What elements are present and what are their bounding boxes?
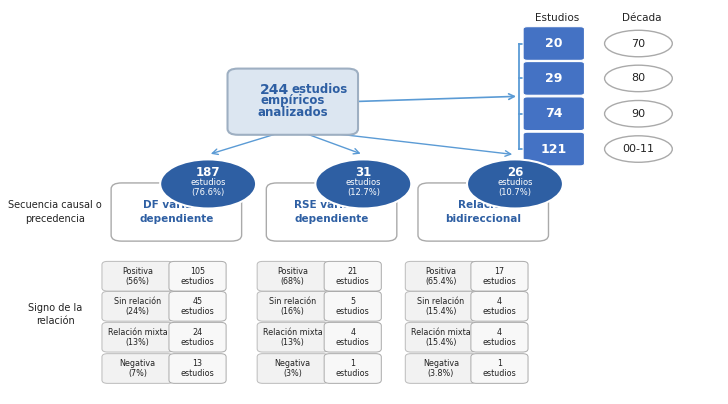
Text: Relación mixta
(13%): Relación mixta (13%)	[263, 328, 323, 347]
Text: 17
estudios: 17 estudios	[483, 267, 516, 286]
FancyBboxPatch shape	[471, 354, 528, 383]
FancyBboxPatch shape	[523, 132, 585, 166]
Text: 70: 70	[631, 38, 646, 48]
Text: 1
estudios: 1 estudios	[483, 359, 516, 378]
Text: 90: 90	[631, 109, 646, 119]
Ellipse shape	[604, 136, 672, 162]
Text: 244: 244	[260, 83, 289, 97]
Text: 1
estudios: 1 estudios	[336, 359, 370, 378]
FancyBboxPatch shape	[169, 261, 226, 291]
Text: 21
estudios: 21 estudios	[336, 267, 370, 286]
Text: 24
estudios: 24 estudios	[181, 328, 215, 347]
Text: Estudios: Estudios	[535, 13, 579, 23]
Text: estudios: estudios	[190, 178, 226, 187]
Text: 121: 121	[541, 143, 567, 156]
FancyBboxPatch shape	[257, 354, 328, 383]
FancyBboxPatch shape	[266, 183, 397, 241]
Text: Positiva
(56%): Positiva (56%)	[122, 267, 153, 286]
Text: estudios: estudios	[346, 178, 381, 187]
FancyBboxPatch shape	[523, 61, 585, 95]
FancyBboxPatch shape	[523, 27, 585, 60]
Ellipse shape	[604, 30, 672, 57]
FancyBboxPatch shape	[102, 354, 173, 383]
Text: Sin relación
(15.4%): Sin relación (15.4%)	[417, 297, 464, 316]
Text: 4
estudios: 4 estudios	[483, 297, 516, 316]
Text: 4
estudios: 4 estudios	[483, 328, 516, 347]
Text: Sin relación
(16%): Sin relación (16%)	[269, 297, 317, 316]
FancyBboxPatch shape	[523, 97, 585, 130]
Text: Negativa
(3%): Negativa (3%)	[274, 359, 311, 378]
Ellipse shape	[467, 160, 563, 208]
Ellipse shape	[604, 101, 672, 127]
FancyBboxPatch shape	[405, 291, 477, 321]
FancyBboxPatch shape	[405, 261, 477, 291]
Text: estudios: estudios	[497, 178, 533, 187]
Text: Positiva
(65.4%): Positiva (65.4%)	[425, 267, 456, 286]
Text: empíricos: empíricos	[261, 95, 325, 107]
FancyBboxPatch shape	[405, 322, 477, 352]
FancyBboxPatch shape	[169, 291, 226, 321]
Text: DF variable
dependiente: DF variable dependiente	[139, 200, 213, 224]
Text: 13
estudios: 13 estudios	[181, 359, 215, 378]
FancyBboxPatch shape	[228, 69, 358, 135]
Text: 5
estudios: 5 estudios	[336, 297, 370, 316]
FancyBboxPatch shape	[111, 183, 242, 241]
Text: 29: 29	[545, 72, 563, 85]
FancyBboxPatch shape	[102, 291, 173, 321]
Text: 26: 26	[507, 166, 523, 179]
Text: 80: 80	[631, 74, 646, 83]
FancyBboxPatch shape	[471, 322, 528, 352]
Text: Relación mixta
(15.4%): Relación mixta (15.4%)	[411, 328, 471, 347]
FancyBboxPatch shape	[102, 261, 173, 291]
FancyBboxPatch shape	[324, 261, 381, 291]
FancyBboxPatch shape	[169, 322, 226, 352]
FancyBboxPatch shape	[257, 291, 328, 321]
Text: Relación
bidireccional: Relación bidireccional	[446, 200, 521, 224]
Text: 31: 31	[355, 166, 371, 179]
FancyBboxPatch shape	[471, 261, 528, 291]
FancyBboxPatch shape	[324, 291, 381, 321]
Text: Secuencia causal o
precedencia: Secuencia causal o precedencia	[8, 200, 102, 224]
Text: (10.7%): (10.7%)	[499, 188, 531, 197]
Text: RSE variable
dependiente: RSE variable dependiente	[294, 200, 369, 224]
Text: 45
estudios: 45 estudios	[181, 297, 215, 316]
Text: analizados: analizados	[258, 106, 328, 120]
Text: Relación mixta
(13%): Relación mixta (13%)	[108, 328, 167, 347]
Ellipse shape	[315, 160, 411, 208]
FancyBboxPatch shape	[257, 322, 328, 352]
Text: (76.6%): (76.6%)	[191, 188, 225, 197]
Text: 00-11: 00-11	[622, 144, 654, 154]
Text: (12.7%): (12.7%)	[347, 188, 380, 197]
Text: 187: 187	[196, 166, 221, 179]
Text: Positiva
(68%): Positiva (68%)	[277, 267, 308, 286]
FancyBboxPatch shape	[324, 322, 381, 352]
Text: 4
estudios: 4 estudios	[336, 328, 370, 347]
Text: Sin relación
(24%): Sin relación (24%)	[114, 297, 161, 316]
Text: 105
estudios: 105 estudios	[181, 267, 215, 286]
FancyBboxPatch shape	[324, 354, 381, 383]
Ellipse shape	[160, 160, 256, 208]
Text: 20: 20	[545, 37, 563, 50]
Text: Negativa
(3.8%): Negativa (3.8%)	[423, 359, 459, 378]
FancyBboxPatch shape	[257, 261, 328, 291]
FancyBboxPatch shape	[405, 354, 477, 383]
FancyBboxPatch shape	[169, 354, 226, 383]
FancyBboxPatch shape	[471, 291, 528, 321]
Text: Signo de la
relación: Signo de la relación	[28, 303, 82, 326]
Text: estudios: estudios	[291, 83, 347, 96]
FancyBboxPatch shape	[418, 183, 548, 241]
Text: 74: 74	[545, 107, 563, 120]
Text: Negativa
(7%): Negativa (7%)	[119, 359, 156, 378]
Ellipse shape	[604, 65, 672, 92]
FancyBboxPatch shape	[102, 322, 173, 352]
Text: Década: Década	[622, 13, 662, 23]
